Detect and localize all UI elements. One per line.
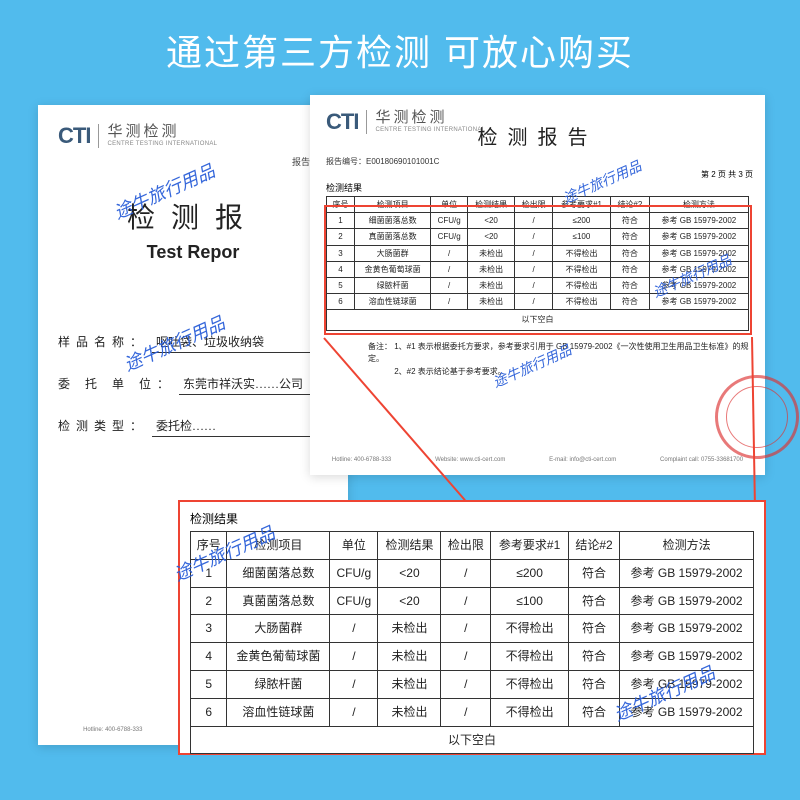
col-header: 检测方法: [620, 532, 754, 560]
field-label: 委 托 单 位：: [58, 375, 175, 395]
cell: 未检出: [378, 643, 441, 671]
cell: 金黄色葡萄球菌: [227, 643, 330, 671]
table-row: 1细菌菌落总数CFU/g<20/≤200符合参考 GB 15979-2002: [191, 559, 754, 587]
headline: 通过第三方检测 可放心购买: [0, 0, 800, 96]
field-label: 样品名称：: [58, 333, 148, 353]
table-row: 4金黄色葡萄球菌/未检出/不得检出符合参考 GB 15979-2002: [191, 643, 754, 671]
cell: 符合: [568, 670, 619, 698]
cell: CFU/g: [330, 559, 378, 587]
zoom-source-box: [324, 205, 752, 335]
col-header: 序号: [191, 532, 227, 560]
table-row: 3大肠菌群/未检出/不得检出符合参考 GB 15979-2002: [191, 615, 754, 643]
col-header: 结论#2: [568, 532, 619, 560]
col-header: 参考要求#1: [491, 532, 569, 560]
footer-email: E-mail: info@cti-cert.com: [549, 457, 616, 463]
col-header: 检测结果: [378, 532, 441, 560]
cti-name-cn: 华测检测: [107, 124, 217, 141]
stamp-icon: [715, 375, 799, 459]
notes: 备注： 1、#1 表示根据委托方要求，参考要求引用于 GB 15979-2002…: [368, 341, 749, 379]
cell: 不得检出: [491, 670, 569, 698]
cell: 符合: [568, 643, 619, 671]
cell: <20: [378, 587, 441, 615]
section-heading: 检测结果: [326, 181, 749, 194]
cell: 真菌菌落总数: [227, 587, 330, 615]
cell: CFU/g: [330, 587, 378, 615]
cell: /: [441, 643, 491, 671]
footer-web: Website: www.cti-cert.com: [435, 457, 505, 463]
cell: 符合: [568, 615, 619, 643]
section-heading: 检测结果: [190, 510, 754, 527]
cell: 5: [191, 670, 227, 698]
cell: /: [441, 559, 491, 587]
cell: 参考 GB 15979-2002: [620, 615, 754, 643]
footer-hotline: Hotline: 400-6788-333: [83, 727, 142, 733]
cell: /: [441, 615, 491, 643]
field-value: 委托检……: [152, 417, 328, 437]
cell: 符合: [568, 559, 619, 587]
cell: 溶血性链球菌: [227, 698, 330, 726]
note-line: 1、#1 表示根据委托方要求，参考要求引用于 GB 15979-2002《一次性…: [368, 342, 749, 364]
pager: 第 2 页 共 3 页: [701, 169, 753, 180]
cell: 大肠菌群: [227, 615, 330, 643]
cti-name-en: CENTRE TESTING INTERNATIONAL: [107, 141, 217, 148]
table-row: 6溶血性链球菌/未检出/不得检出符合参考 GB 15979-2002: [191, 698, 754, 726]
footer-complaint: Complaint call: 0755-33681700: [660, 457, 743, 463]
cell: /: [441, 587, 491, 615]
cell: /: [330, 698, 378, 726]
cell: ≤100: [491, 587, 569, 615]
cover-title-en: Test Repor: [58, 242, 328, 263]
footer-hotline: Hotline: 400-6788-333: [332, 457, 391, 463]
cell: 符合: [568, 587, 619, 615]
cell: /: [441, 670, 491, 698]
cell: 参考 GB 15979-2002: [620, 643, 754, 671]
cell: 1: [191, 559, 227, 587]
cell: ≤200: [491, 559, 569, 587]
cti-name-en: CENTRE TESTING INTERNATIONAL: [375, 127, 485, 134]
cell: /: [330, 670, 378, 698]
cell: 绿脓杆菌: [227, 670, 330, 698]
field-value: 呕吐袋、垃圾收纳袋: [152, 333, 328, 353]
blank-row: 以下空白: [191, 726, 754, 754]
cell: 参考 GB 15979-2002: [620, 587, 754, 615]
cell: /: [330, 643, 378, 671]
page-footer: Hotline: 400-6788-333 Website: www.cti-c…: [310, 457, 765, 463]
cell: /: [330, 615, 378, 643]
cell: <20: [378, 559, 441, 587]
zoom-target-box: 检测结果 序号检测项目单位检测结果检出限参考要求#1结论#2检测方法 1细菌菌落…: [178, 500, 766, 755]
cell: 参考 GB 15979-2002: [620, 670, 754, 698]
cell: 3: [191, 615, 227, 643]
cti-logo: CTI: [58, 123, 90, 149]
cell: 未检出: [378, 698, 441, 726]
cell: 不得检出: [491, 643, 569, 671]
cti-name-cn: 华测检测: [375, 110, 485, 127]
cell: 细菌菌落总数: [227, 559, 330, 587]
notes-lead: 备注：: [368, 342, 392, 351]
cell: 未检出: [378, 670, 441, 698]
cell: 2: [191, 587, 227, 615]
cell: 不得检出: [491, 698, 569, 726]
table-row: 2真菌菌落总数CFU/g<20/≤100符合参考 GB 15979-2002: [191, 587, 754, 615]
note-line: 2、#2 表示结论基于参考要求。: [394, 367, 506, 376]
cell: 参考 GB 15979-2002: [620, 559, 754, 587]
col-header: 检出限: [441, 532, 491, 560]
cell: 6: [191, 698, 227, 726]
cti-header: CTI 华测检测 CENTRE TESTING INTERNATIONAL: [58, 123, 328, 149]
cell: 符合: [568, 698, 619, 726]
col-header: 单位: [330, 532, 378, 560]
report-number: 报告编号：E00180690101001C: [326, 156, 749, 167]
cell: 不得检出: [491, 615, 569, 643]
cell: 参考 GB 15979-2002: [620, 698, 754, 726]
cover-fields: 样品名称：呕吐袋、垃圾收纳袋 委 托 单 位：东莞市祥沃实……公司 检测类型：委…: [58, 333, 328, 437]
cell: 4: [191, 643, 227, 671]
field-value: 东莞市祥沃实……公司: [179, 375, 328, 395]
cover-title-cn: 检测报: [58, 196, 328, 236]
cell: 未检出: [378, 615, 441, 643]
cti-logo: CTI: [326, 109, 358, 135]
report-number-label: 报告编号: [58, 155, 328, 168]
results-table-large: 序号检测项目单位检测结果检出限参考要求#1结论#2检测方法 1细菌菌落总数CFU…: [190, 531, 754, 754]
field-label: 检测类型：: [58, 417, 148, 437]
cell: /: [441, 698, 491, 726]
table-row: 5绿脓杆菌/未检出/不得检出符合参考 GB 15979-2002: [191, 670, 754, 698]
col-header: 检测项目: [227, 532, 330, 560]
